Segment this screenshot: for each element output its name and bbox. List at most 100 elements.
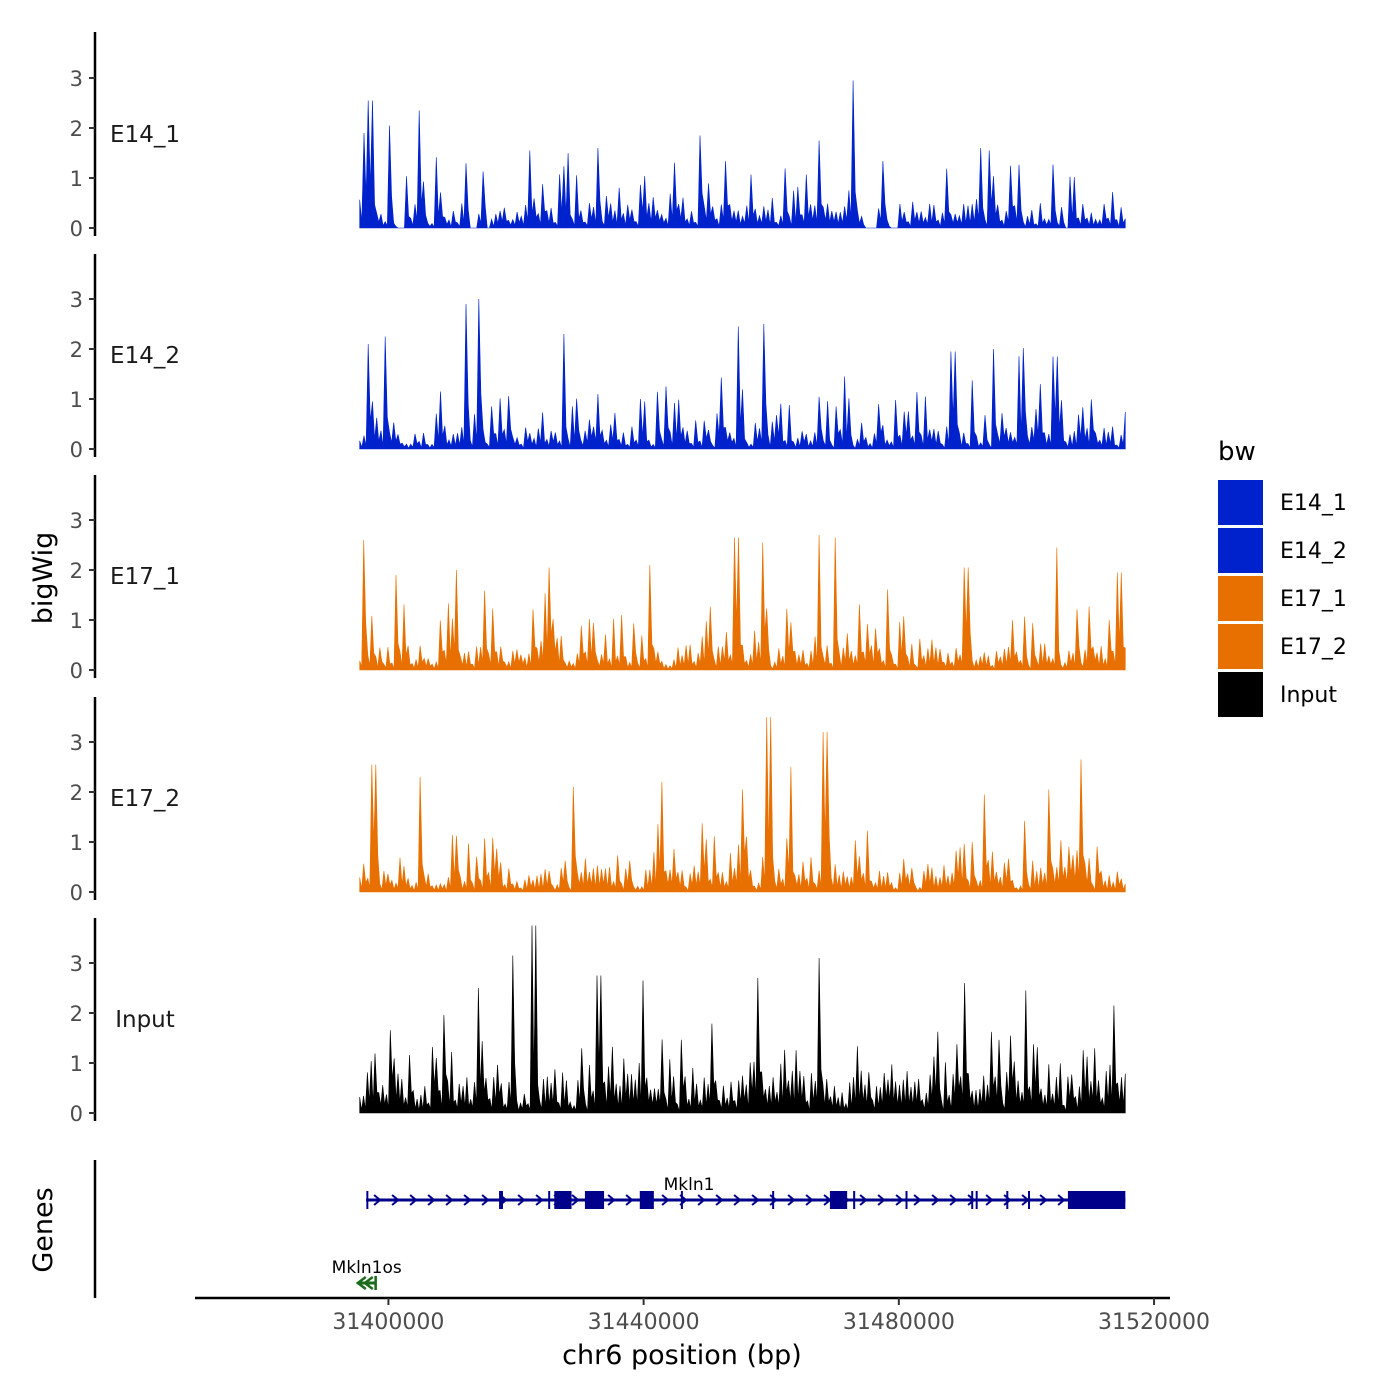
- gene-panel: Mkln1 Mkln1os: [93, 1160, 1126, 1298]
- legend-label-E14_2: E14_2: [1280, 539, 1347, 564]
- exon-block: [639, 1191, 654, 1209]
- strand-arrow: [427, 1194, 436, 1206]
- y-tick-label: 3: [70, 509, 83, 533]
- strand-arrow: [1039, 1194, 1048, 1206]
- legend-swatch-E17_1: [1218, 576, 1263, 621]
- y-tick-label: 2: [70, 559, 83, 583]
- y-tick-label: 2: [70, 781, 83, 805]
- strand-arrow: [967, 1194, 976, 1206]
- strand-arrow: [409, 1194, 418, 1206]
- gene-label-Mkln1os: Mkln1os: [332, 1258, 402, 1278]
- signal-area-E17_1: [359, 534, 1126, 671]
- legend-label-E17_2: E17_2: [1280, 635, 1347, 660]
- strand-arrow: [463, 1194, 472, 1206]
- exon-block: [1067, 1191, 1126, 1209]
- y-tick-label: 2: [70, 1002, 83, 1026]
- strand-arrow: [391, 1194, 400, 1206]
- strand-arrow: [751, 1194, 760, 1206]
- y-tick-label: 0: [70, 438, 83, 462]
- y-axis-title: bigWig: [28, 532, 59, 625]
- y-tick-label: 0: [70, 659, 83, 683]
- strand-arrow: [571, 1194, 580, 1206]
- y-tick-label: 1: [70, 609, 83, 633]
- genes-axis-title: Genes: [28, 1187, 59, 1272]
- x-tick-label: 31440000: [588, 1310, 700, 1335]
- y-tick-label: 3: [70, 731, 83, 755]
- legend: bw E14_1 E14_2 E17_1 E17_2 Input: [1218, 437, 1347, 717]
- signal-area-E17_2: [359, 716, 1126, 893]
- legend-label-E14_1: E14_1: [1280, 491, 1347, 516]
- y-tick-label: 3: [70, 952, 83, 976]
- x-axis-title: chr6 position (bp): [562, 1340, 802, 1371]
- strand-arrow: [859, 1194, 868, 1206]
- y-tick-label: 1: [70, 388, 83, 412]
- track-label-Input: Input: [115, 1007, 175, 1033]
- legend-label-Input: Input: [1280, 683, 1337, 708]
- x-tick-label: 31480000: [843, 1310, 955, 1335]
- signal-panels: 0 1 2 3 E14_1 0 1 2 3 E14_2 0 1 2 3 E17_1 0 1 2 3 E17_2 0 1 2 3…: [70, 32, 1126, 1126]
- y-tick-label: 0: [70, 881, 83, 905]
- track-panel-E14_1: 0 1 2 3 E14_1: [70, 32, 1126, 241]
- legend-title: bw: [1218, 437, 1256, 467]
- signal-area-E14_1: [359, 80, 1126, 229]
- strand-arrow: [895, 1194, 904, 1206]
- track-label-E14_2: E14_2: [110, 343, 180, 369]
- strand-arrow: [715, 1194, 724, 1206]
- x-axis: 31400000 31440000 31480000 31520000: [195, 1296, 1210, 1335]
- strand-arrow: [362, 1276, 374, 1290]
- y-tick-label: 1: [70, 167, 83, 191]
- track-panel-E14_2: 0 1 2 3 E14_2: [70, 254, 1126, 462]
- gene-Mkln1os: Mkln1os: [332, 1258, 402, 1290]
- strand-arrow: [607, 1194, 616, 1206]
- gene-label-Mkln1: Mkln1: [664, 1175, 715, 1195]
- track-panel-E17_1: 0 1 2 3 E17_1: [70, 475, 1126, 683]
- track-panel-E17_2: 0 1 2 3 E17_2: [70, 697, 1126, 905]
- y-tick-label: 1: [70, 831, 83, 855]
- x-tick-label: 31400000: [332, 1310, 444, 1335]
- strand-arrow: [877, 1194, 886, 1206]
- strand-arrow: [913, 1194, 922, 1206]
- y-tick-label: 3: [70, 67, 83, 91]
- strand-arrow: [535, 1194, 544, 1206]
- legend-swatch-E14_2: [1218, 528, 1263, 573]
- legend-swatch-Input: [1218, 672, 1263, 717]
- track-label-E14_1: E14_1: [110, 122, 180, 148]
- exon-block: [554, 1191, 572, 1209]
- strand-arrow: [373, 1194, 382, 1206]
- strand-arrow: [985, 1194, 994, 1206]
- strand-arrow: [949, 1194, 958, 1206]
- signal-area-E14_2: [359, 298, 1126, 450]
- signal-area-Input: [359, 925, 1126, 1114]
- y-tick-label: 0: [70, 217, 83, 241]
- y-tick-label: 1: [70, 1052, 83, 1076]
- exon-block: [584, 1191, 605, 1209]
- strand-arrow: [625, 1194, 634, 1206]
- y-tick-label: 2: [70, 117, 83, 141]
- strand-arrow: [481, 1194, 490, 1206]
- strand-arrow: [931, 1194, 940, 1206]
- gene-Mkln1: Mkln1: [366, 1175, 1126, 1209]
- strand-arrow: [355, 1276, 367, 1290]
- legend-swatch-E17_2: [1218, 624, 1263, 669]
- legend-label-E17_1: E17_1: [1280, 587, 1347, 612]
- legend-swatch-E14_1: [1218, 480, 1263, 525]
- strand-arrow: [769, 1194, 778, 1206]
- strand-arrow: [445, 1194, 454, 1206]
- track-label-E17_1: E17_1: [110, 564, 180, 590]
- strand-arrow: [1003, 1194, 1012, 1206]
- y-tick-label: 0: [70, 1102, 83, 1126]
- strand-arrow: [697, 1194, 706, 1206]
- x-tick-label: 31520000: [1098, 1310, 1210, 1335]
- y-tick-label: 2: [70, 338, 83, 362]
- exon-block: [829, 1191, 848, 1209]
- strand-arrow: [787, 1194, 796, 1206]
- strand-arrow: [1057, 1194, 1066, 1206]
- track-panel-Input: 0 1 2 3 Input: [70, 918, 1126, 1126]
- strand-arrow: [805, 1194, 814, 1206]
- strand-arrow: [733, 1194, 742, 1206]
- strand-arrow: [661, 1194, 670, 1206]
- y-tick-label: 3: [70, 288, 83, 312]
- strand-arrow: [517, 1194, 526, 1206]
